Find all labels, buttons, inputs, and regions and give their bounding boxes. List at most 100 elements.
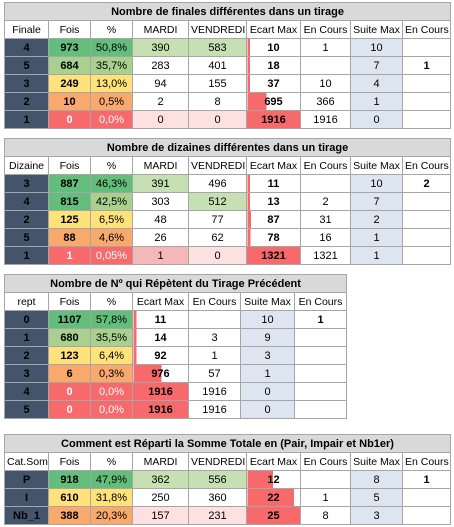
col-header[interactable]: Ecart Max — [246, 156, 301, 175]
en-cours-cell[interactable]: 10 — [300, 74, 351, 93]
mardi-cell[interactable]: 2 — [132, 92, 189, 111]
fois-cell[interactable]: 125 — [48, 210, 91, 229]
en-cours-suite-cell[interactable]: 1 — [401, 56, 452, 75]
fois-cell[interactable]: 0 — [48, 110, 91, 129]
en-cours-suite-cell[interactable] — [293, 382, 348, 401]
ecart-max-cell[interactable]: 11 — [246, 174, 301, 193]
fois-cell[interactable]: 0 — [48, 400, 91, 419]
ecart-max-cell[interactable]: 1916 — [132, 382, 189, 401]
ecart-max-cell[interactable]: 10 — [246, 38, 301, 57]
en-cours-suite-cell[interactable] — [293, 400, 348, 419]
mardi-cell[interactable]: 283 — [132, 56, 189, 75]
percent-cell[interactable]: 31,8% — [90, 488, 133, 507]
col-header[interactable]: En Cours — [401, 156, 452, 175]
en-cours-suite-cell[interactable] — [401, 488, 452, 507]
vendredi-cell[interactable]: 0 — [188, 246, 247, 265]
vendredi-cell[interactable]: 512 — [188, 192, 247, 211]
mardi-cell[interactable]: 26 — [132, 228, 189, 247]
percent-cell[interactable]: 20,3% — [90, 506, 133, 525]
col-header[interactable]: % — [90, 156, 133, 175]
en-cours-cell[interactable]: 1916 — [188, 382, 241, 401]
percent-cell[interactable]: 0,0% — [90, 400, 133, 419]
col-header[interactable]: MARDI — [132, 452, 189, 471]
fois-cell[interactable]: 388 — [48, 506, 91, 525]
suite-max-cell[interactable]: 0 — [240, 400, 295, 419]
mardi-cell[interactable]: 303 — [132, 192, 189, 211]
en-cours-suite-cell[interactable] — [401, 38, 452, 57]
row-label[interactable]: 1 — [4, 328, 49, 347]
row-label[interactable]: 3 — [4, 174, 49, 193]
vendredi-cell[interactable]: 583 — [188, 38, 247, 57]
en-cours-suite-cell[interactable] — [401, 210, 452, 229]
en-cours-suite-cell[interactable] — [401, 506, 452, 525]
vendredi-cell[interactable]: 0 — [188, 110, 247, 129]
ecart-max-cell[interactable]: 12 — [246, 470, 301, 489]
en-cours-suite-cell[interactable]: 1 — [401, 470, 452, 489]
col-header[interactable]: % — [90, 292, 133, 311]
percent-cell[interactable]: 35,5% — [90, 328, 133, 347]
fois-cell[interactable]: 1 — [48, 246, 91, 265]
col-header[interactable]: Ecart Max — [246, 452, 301, 471]
fois-cell[interactable]: 88 — [48, 228, 91, 247]
percent-cell[interactable]: 50,8% — [90, 38, 133, 57]
en-cours-cell[interactable]: 16 — [300, 228, 351, 247]
en-cours-cell[interactable]: 57 — [188, 364, 241, 383]
col-header[interactable]: VENDREDI — [188, 20, 247, 39]
en-cours-cell[interactable] — [188, 310, 241, 329]
percent-cell[interactable]: 0,05% — [90, 246, 133, 265]
fois-cell[interactable]: 918 — [48, 470, 91, 489]
suite-max-cell[interactable]: 10 — [240, 310, 295, 329]
mardi-cell[interactable]: 390 — [132, 38, 189, 57]
col-header[interactable]: Ecart Max — [132, 292, 189, 311]
ecart-max-cell[interactable]: 92 — [132, 346, 189, 365]
suite-max-cell[interactable]: 8 — [350, 470, 403, 489]
en-cours-cell[interactable]: 2 — [300, 192, 351, 211]
ecart-max-cell[interactable]: 1916 — [132, 400, 189, 419]
ecart-max-cell[interactable]: 37 — [246, 74, 301, 93]
suite-max-cell[interactable]: 10 — [350, 174, 403, 193]
ecart-max-cell[interactable]: 22 — [246, 488, 301, 507]
percent-cell[interactable]: 35,7% — [90, 56, 133, 75]
row-label[interactable]: 0 — [4, 310, 49, 329]
percent-cell[interactable]: 57,8% — [90, 310, 133, 329]
ecart-max-cell[interactable]: 13 — [246, 192, 301, 211]
ecart-max-cell[interactable]: 78 — [246, 228, 301, 247]
col-header[interactable]: Fois — [48, 156, 91, 175]
percent-cell[interactable]: 0,5% — [90, 92, 133, 111]
suite-max-cell[interactable]: 1 — [350, 246, 403, 265]
ecart-max-cell[interactable]: 14 — [132, 328, 189, 347]
en-cours-cell[interactable]: 31 — [300, 210, 351, 229]
row-label[interactable]: 5 — [4, 228, 49, 247]
mardi-cell[interactable]: 157 — [132, 506, 189, 525]
col-header[interactable]: En Cours — [401, 20, 452, 39]
row-label[interactable]: 3 — [4, 74, 49, 93]
fois-cell[interactable]: 887 — [48, 174, 91, 193]
percent-cell[interactable]: 42,5% — [90, 192, 133, 211]
vendredi-cell[interactable]: 401 — [188, 56, 247, 75]
suite-max-cell[interactable]: 3 — [350, 506, 403, 525]
percent-cell[interactable]: 0,0% — [90, 382, 133, 401]
col-header[interactable]: % — [90, 452, 133, 471]
percent-cell[interactable]: 46,3% — [90, 174, 133, 193]
suite-max-cell[interactable]: 3 — [240, 346, 295, 365]
suite-max-cell[interactable]: 9 — [240, 328, 295, 347]
col-header[interactable]: En Cours — [300, 452, 351, 471]
en-cours-cell[interactable]: 1321 — [300, 246, 351, 265]
row-label[interactable]: 4 — [4, 382, 49, 401]
suite-max-cell[interactable]: 1 — [350, 228, 403, 247]
row-label[interactable]: 4 — [4, 38, 49, 57]
ecart-max-cell[interactable]: 695 — [246, 92, 301, 111]
en-cours-suite-cell[interactable] — [401, 92, 452, 111]
suite-max-cell[interactable]: 0 — [240, 382, 295, 401]
fois-cell[interactable]: 123 — [48, 346, 91, 365]
en-cours-suite-cell[interactable] — [401, 246, 452, 265]
suite-max-cell[interactable]: 4 — [350, 74, 403, 93]
col-header[interactable]: Cat.Som — [4, 452, 49, 471]
en-cours-cell[interactable]: 8 — [300, 506, 351, 525]
vendredi-cell[interactable]: 360 — [188, 488, 247, 507]
col-header[interactable]: VENDREDI — [188, 452, 247, 471]
col-header[interactable]: Fois — [48, 452, 91, 471]
row-label[interactable]: P — [4, 470, 49, 489]
row-label[interactable]: 2 — [4, 346, 49, 365]
row-label[interactable]: 3 — [4, 364, 49, 383]
